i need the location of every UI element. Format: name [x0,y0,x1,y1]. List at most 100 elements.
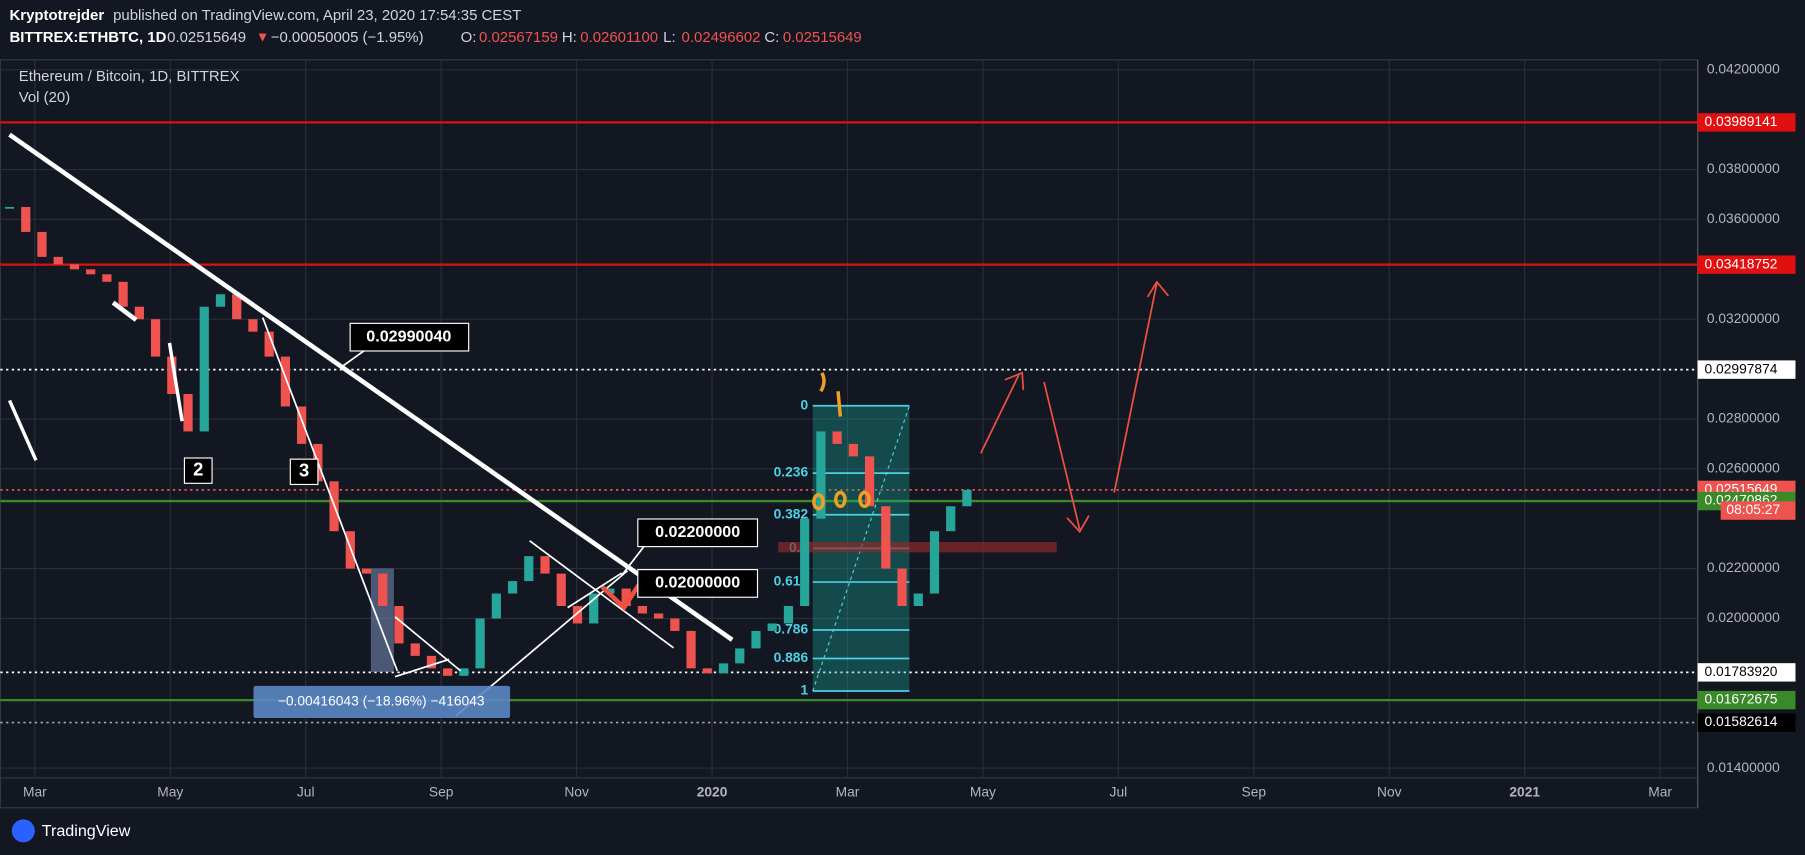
candle [621,588,631,607]
axes: 0.04200000 0.03800000 0.03600000 0.03200000… [23,61,1796,800]
wave-label [183,457,213,484]
x-tick-label: Mar [836,785,860,800]
measure-label [253,685,511,719]
mark [819,372,843,417]
y-tick-label: 0.02000000 [1707,610,1780,625]
ohlc-key: L: [663,29,675,46]
mark [834,490,847,509]
candle [605,588,615,594]
trendline [167,342,184,422]
ohlc-value: 0.02515649 [783,29,862,46]
y-tick-label: 0.03200000 [1707,311,1780,326]
callout [637,569,759,598]
grid [0,59,1698,778]
candle [800,518,810,607]
fib-diagonal [812,405,910,692]
last-price: 0.02515649 [167,29,246,46]
candle [654,613,664,619]
x-tick-label: Mar [23,785,47,800]
candle [361,568,372,574]
candle [248,319,258,332]
arrow-head [1004,371,1025,391]
candle [881,506,891,569]
arrow [979,374,1020,454]
change: −0.00050005 (−1.95%) [271,29,424,46]
symbol: BITTREX:ETHBTC, 1D [10,29,167,46]
candle [670,618,680,631]
candle [897,568,907,607]
candle [232,294,242,320]
fib-label: 0.382 [774,506,809,521]
candle [394,606,404,644]
callout-text: 0.02990040 [366,327,451,345]
level-label-box [1697,713,1796,732]
ohlc-value: 0.02601100 [580,29,658,46]
x-tick-label: Sep [1242,785,1267,800]
callout [349,322,470,352]
candle [572,606,583,624]
callout-pointer [621,544,646,576]
candle [53,256,63,265]
candle [86,269,96,275]
level-label-box [1697,360,1796,379]
level-label-box [1697,663,1796,682]
candle [21,206,31,232]
callout-text: 0.02200000 [655,523,740,541]
ohlc: O: 0.02567159 H: 0.02601100 L: 0.02496602 C: 0.… [461,29,862,46]
arrow [600,583,641,612]
trendline [111,300,138,322]
countdown-box [1720,501,1796,520]
fib-label: 0.618 [774,574,809,589]
x-tick-label: 2021 [1509,785,1540,800]
trendline [394,616,462,672]
candle [134,306,144,320]
candle [426,655,437,669]
level-label: 0.01783920 [1705,664,1778,679]
candle [946,506,956,532]
fib-label: 0.236 [774,465,809,480]
candle [913,593,923,607]
y-tick-label: 0.03800000 [1707,161,1780,176]
ohlc-key: H: [562,29,577,46]
fib-label: 0 [800,397,808,412]
fib-label: 1 [800,683,808,698]
candle [37,231,47,257]
trendline [8,132,734,642]
y-tick-label: 0.03600000 [1707,211,1780,226]
arrow [1113,282,1158,493]
x-tick-label: Nov [564,785,589,800]
arrow-head [1066,515,1090,534]
candle [816,431,826,519]
arrow-head [1146,280,1169,298]
author: Kryptotrejder [10,7,105,24]
candle [199,306,209,432]
candle [475,618,485,669]
pane-subtitle: Vol (20) [19,89,71,106]
ohlc-value: 0.02496602 [682,29,761,46]
callout-text: 0.02000000 [655,574,740,592]
level-label: 0.03989141 [1705,114,1778,129]
zone [778,541,1057,553]
candle [410,643,420,656]
candle [443,668,453,676]
eyes-drawing [812,372,871,511]
candle [4,206,15,209]
mark [858,490,871,509]
candle [929,531,940,594]
candle [832,431,842,444]
y-tick-label: 0.04200000 [1707,61,1780,76]
footer: TradingView [42,822,131,840]
candle [507,581,518,594]
candle [783,606,794,624]
ohlc-value: 0.02567159 [479,29,558,46]
x-tick-label: Nov [1377,785,1402,800]
published: published on TradingView.com, April 23, … [113,7,521,24]
level-label-box [1697,690,1796,710]
candle [167,356,177,395]
candle [962,489,972,507]
candle [589,593,599,624]
trendline [7,399,38,461]
candle [735,648,745,664]
candle [118,281,128,307]
